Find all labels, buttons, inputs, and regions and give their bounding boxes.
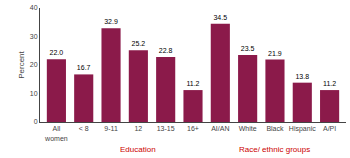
svg-text:Race/ ethnic groups: Race/ ethnic groups bbox=[239, 145, 310, 154]
svg-text:13-15: 13-15 bbox=[157, 125, 175, 132]
svg-text:Education: Education bbox=[120, 145, 156, 154]
svg-text:22.0: 22.0 bbox=[50, 49, 64, 56]
svg-text:16+: 16+ bbox=[187, 125, 199, 132]
svg-text:AI/AN: AI/AN bbox=[211, 125, 229, 132]
svg-text:A/PI: A/PI bbox=[323, 125, 336, 132]
svg-text:11.2: 11.2 bbox=[323, 80, 336, 87]
svg-text:12: 12 bbox=[134, 125, 142, 132]
svg-text:34.5: 34.5 bbox=[213, 14, 227, 21]
svg-text:21.9: 21.9 bbox=[268, 50, 282, 57]
svg-text:9-11: 9-11 bbox=[104, 125, 118, 132]
svg-text:Allwomen: Allwomen bbox=[44, 125, 68, 141]
svg-text:32.9: 32.9 bbox=[104, 18, 118, 25]
svg-text:< 8: < 8 bbox=[79, 125, 89, 132]
svg-text:40: 40 bbox=[30, 4, 38, 11]
svg-text:0: 0 bbox=[34, 118, 38, 125]
svg-text:22.8: 22.8 bbox=[159, 47, 173, 54]
svg-text:30: 30 bbox=[30, 33, 38, 40]
svg-text:16.7: 16.7 bbox=[77, 64, 91, 71]
svg-text:White: White bbox=[239, 125, 257, 132]
svg-text:10: 10 bbox=[30, 90, 38, 97]
svg-text:Hispanic: Hispanic bbox=[289, 125, 316, 133]
svg-text:Percent: Percent bbox=[17, 50, 26, 78]
svg-text:Black: Black bbox=[266, 125, 284, 132]
svg-text:11.2: 11.2 bbox=[186, 80, 199, 87]
svg-text:13.8: 13.8 bbox=[295, 73, 309, 80]
svg-text:20: 20 bbox=[30, 61, 38, 68]
svg-text:25.2: 25.2 bbox=[131, 40, 145, 47]
svg-text:23.5: 23.5 bbox=[241, 45, 255, 52]
